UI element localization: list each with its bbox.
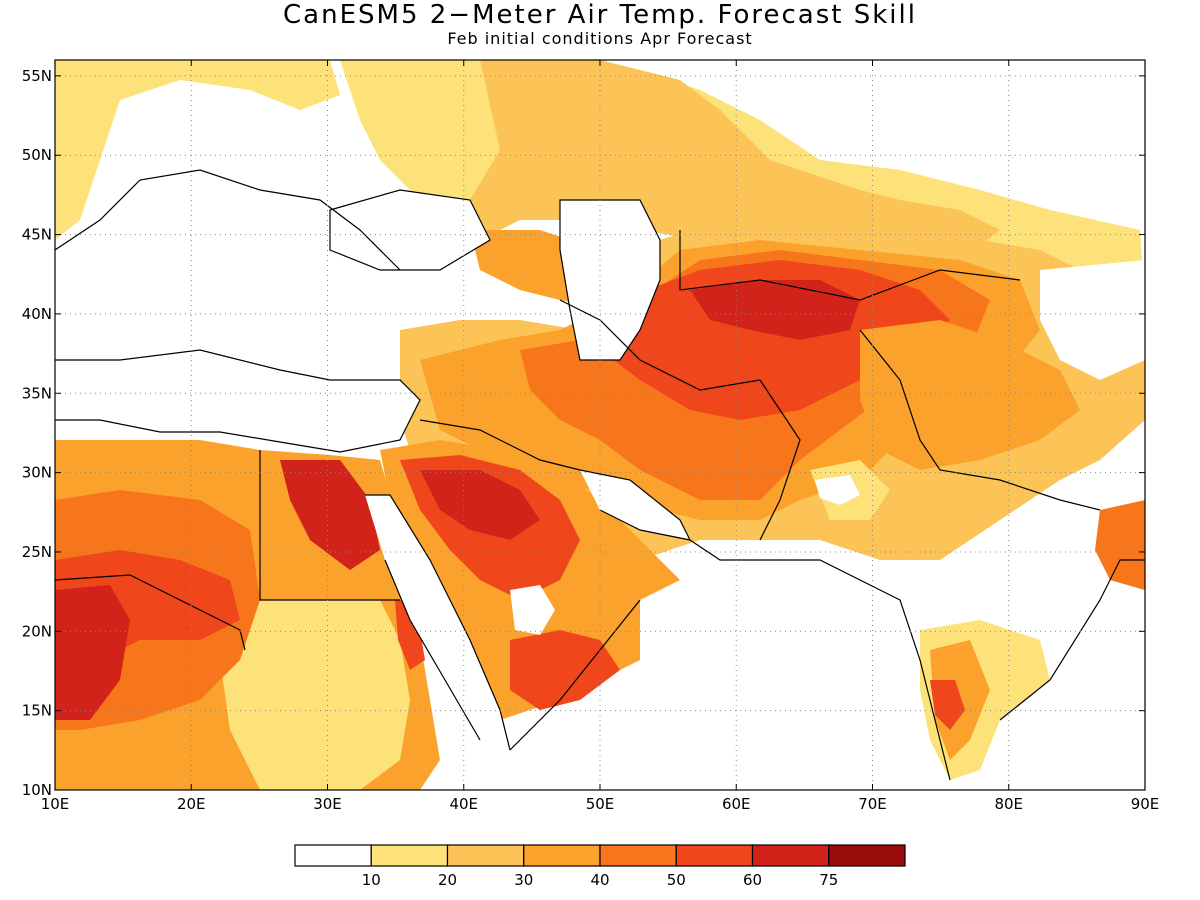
colorbar-label: 20 <box>438 871 457 889</box>
lat-tick-label: 30N <box>22 464 52 482</box>
sea-black <box>330 190 490 270</box>
colorbar-swatch <box>751 844 830 867</box>
region-central-asia-red <box>600 260 950 420</box>
region-arabia-hole <box>510 585 555 635</box>
region-arabia-dark <box>420 470 540 540</box>
region-pakistan-hole <box>815 475 860 505</box>
lon-tick-label: 20E <box>177 795 206 813</box>
lon-tick-label: 90E <box>1131 795 1160 813</box>
colorbar-label: 10 <box>362 871 381 889</box>
region-turkmenistan-dark <box>690 280 860 340</box>
colorbar-swatch <box>294 844 372 867</box>
colorbar-swatch <box>446 844 525 867</box>
region-africa-light <box>220 600 410 790</box>
lon-tick-label: 10E <box>41 795 70 813</box>
colorbar-swatch <box>523 844 601 867</box>
lat-tick-label: 35N <box>22 384 52 402</box>
region-egypt-red <box>280 460 380 570</box>
map-title: CanESM5 2−Meter Air Temp. Forecast Skill <box>283 0 917 30</box>
colorbar-swatch <box>828 844 906 867</box>
colorbar-swatch <box>370 844 449 867</box>
graticule <box>55 60 1145 790</box>
longitude-axis: 10E 20E 30E 40E 50E 60E 70E 80E 90E <box>41 60 1160 813</box>
lon-tick-label: 80E <box>994 795 1023 813</box>
region-india-red <box>930 680 965 730</box>
lat-tick-label: 10N <box>22 781 52 799</box>
shaded-field <box>55 60 1145 790</box>
sea-arabian <box>600 560 920 790</box>
lat-tick-label: 25N <box>22 543 52 561</box>
colorbar-label: 40 <box>590 871 609 889</box>
map-subtitle: Feb initial conditions Apr Forecast <box>447 29 753 48</box>
colorbar-label: 30 <box>514 871 533 889</box>
region-bay-bengal <box>1095 500 1145 590</box>
coastlines <box>55 169 1145 781</box>
lat-tick-label: 45N <box>22 226 52 244</box>
lat-tick-label: 50N <box>22 146 52 164</box>
lon-tick-label: 70E <box>858 795 887 813</box>
sea-caspian <box>560 200 660 360</box>
sea-persian-gulf <box>580 470 690 540</box>
region-china-west <box>1040 260 1145 380</box>
latitude-axis: 10N 15N 20N 25N 30N 35N 40N 45N 50N 55N <box>22 67 1145 799</box>
lat-tick-label: 15N <box>22 702 52 720</box>
colorbar-swatch <box>599 844 677 867</box>
lon-tick-label: 30E <box>313 795 342 813</box>
colorbar-label: 50 <box>667 871 686 889</box>
colorbar-label: 75 <box>819 871 838 889</box>
lat-tick-label: 40N <box>22 305 52 323</box>
lon-tick-label: 40E <box>449 795 478 813</box>
region-europe-north <box>55 60 340 240</box>
region-pakistan <box>860 320 1080 470</box>
colorbar: 10 20 30 40 50 60 75 <box>294 844 906 889</box>
region-chad-dark <box>55 585 130 720</box>
sea-mediterranean <box>55 350 420 450</box>
lon-tick-label: 50E <box>586 795 615 813</box>
colorbar-label: 60 <box>743 871 762 889</box>
colorbar-swatch <box>675 844 754 867</box>
region-yemen <box>510 630 620 710</box>
sea-red <box>365 495 510 750</box>
lon-tick-label: 60E <box>722 795 751 813</box>
lat-tick-label: 20N <box>22 622 52 640</box>
lat-tick-label: 55N <box>22 67 52 85</box>
